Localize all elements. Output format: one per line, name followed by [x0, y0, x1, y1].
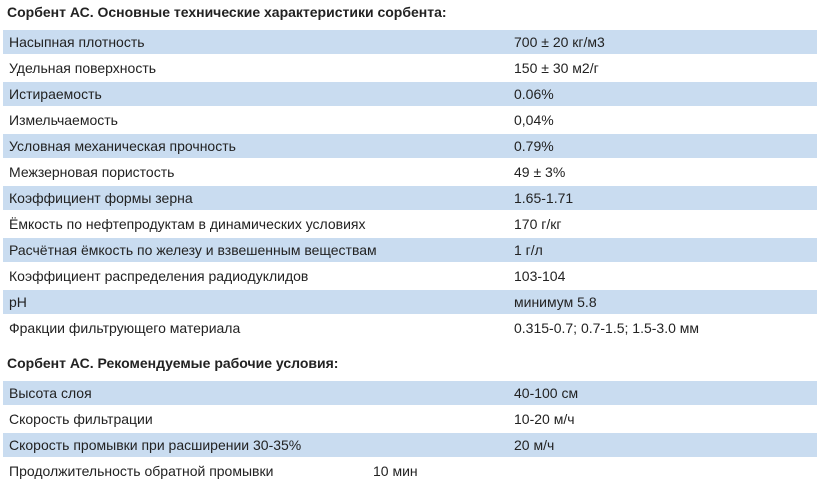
row-value: 150 ± 30 м2/г [514, 60, 599, 76]
section-2-title: Сорбент АС. Рекомендуемые рабочие услови… [7, 355, 339, 371]
row-value: 700 ± 20 кг/м3 [514, 34, 605, 50]
row-label: Расчётная ёмкость по железу и взвешенным… [9, 242, 377, 258]
table-row: Коэффициент распределения радиодуклидов 1… [3, 264, 817, 288]
row-label: Продолжительность обратной промывки [9, 463, 274, 479]
row-label: Ёмкость по нефтепродуктам в динамических… [9, 216, 366, 232]
row-value: 0.79% [514, 138, 554, 154]
row-label: pH [9, 294, 27, 310]
table-row: Фракции фильтрующего материала 0.315-0.7;… [3, 316, 817, 340]
table-row: Истираемость 0.06% [3, 82, 817, 106]
row-label: Фракции фильтрующего материала [9, 320, 241, 336]
table-row: Скорость фильтрации 10-20 м/ч [3, 407, 817, 431]
row-value: 40-100 см [514, 385, 579, 401]
working-conditions-table: Высота слоя 40-100 см Скорость фильтрации… [3, 381, 817, 485]
row-label: Истираемость [9, 86, 102, 102]
row-value: 0.315-0.7; 0.7-1.5; 1.5-3.0 мм [514, 320, 700, 336]
table-row: Коэффициент формы зерна 1.65-1.71 [3, 186, 817, 210]
row-label: Скорость промывки при расширении 30-35% [9, 437, 302, 453]
row-label: Скорость фильтрации [9, 411, 153, 427]
table-row: Измельчаемость 0,04% [3, 108, 817, 132]
table-row: Удельная поверхность 150 ± 30 м2/г [3, 56, 817, 80]
table-row: pH минимум 5.8 [3, 290, 817, 314]
row-value: 1 г/л [514, 242, 543, 258]
table-row: Расчётная ёмкость по железу и взвешенным… [3, 238, 817, 262]
row-label: Межзерновая пористость [9, 164, 175, 180]
row-value: минимум 5.8 [514, 294, 597, 310]
row-label: Насыпная плотность [9, 34, 145, 50]
characteristics-table: Насыпная плотность 700 ± 20 кг/м3 Удельна… [3, 30, 817, 342]
row-value: 0,04% [514, 112, 554, 128]
row-value: 10-20 м/ч [514, 411, 575, 427]
table-row: Условная механическая прочность 0.79% [3, 134, 817, 158]
row-label: Условная механическая прочность [9, 138, 236, 154]
row-value: 49 ± 3% [514, 164, 566, 180]
row-label: Коэффициент формы зерна [9, 190, 193, 206]
row-value: 170 г/кг [514, 216, 562, 232]
table-row: Скорость промывки при расширении 30-35% 2… [3, 433, 817, 457]
row-label: Высота слоя [9, 385, 92, 401]
row-value: 0.06% [514, 86, 554, 102]
table-row: Ёмкость по нефтепродуктам в динамических… [3, 212, 817, 236]
row-value: 20 м/ч [514, 437, 555, 453]
table-row: Высота слоя 40-100 см [3, 381, 817, 405]
row-label: Измельчаемость [9, 112, 118, 128]
row-value: 10 мин [373, 463, 418, 479]
section-1-title: Сорбент АС. Основные технические характе… [7, 4, 447, 20]
row-label: Коэффициент распределения радиодуклидов [9, 268, 309, 284]
row-value: 1.65-1.71 [514, 190, 574, 206]
table-row: Насыпная плотность 700 ± 20 кг/м3 [3, 30, 817, 54]
table-row: Межзерновая пористость 49 ± 3% [3, 160, 817, 184]
table-row: Продолжительность обратной промывки 10 ми… [3, 459, 817, 483]
row-label: Удельная поверхность [9, 60, 157, 76]
row-value: 103-104 [514, 268, 566, 284]
